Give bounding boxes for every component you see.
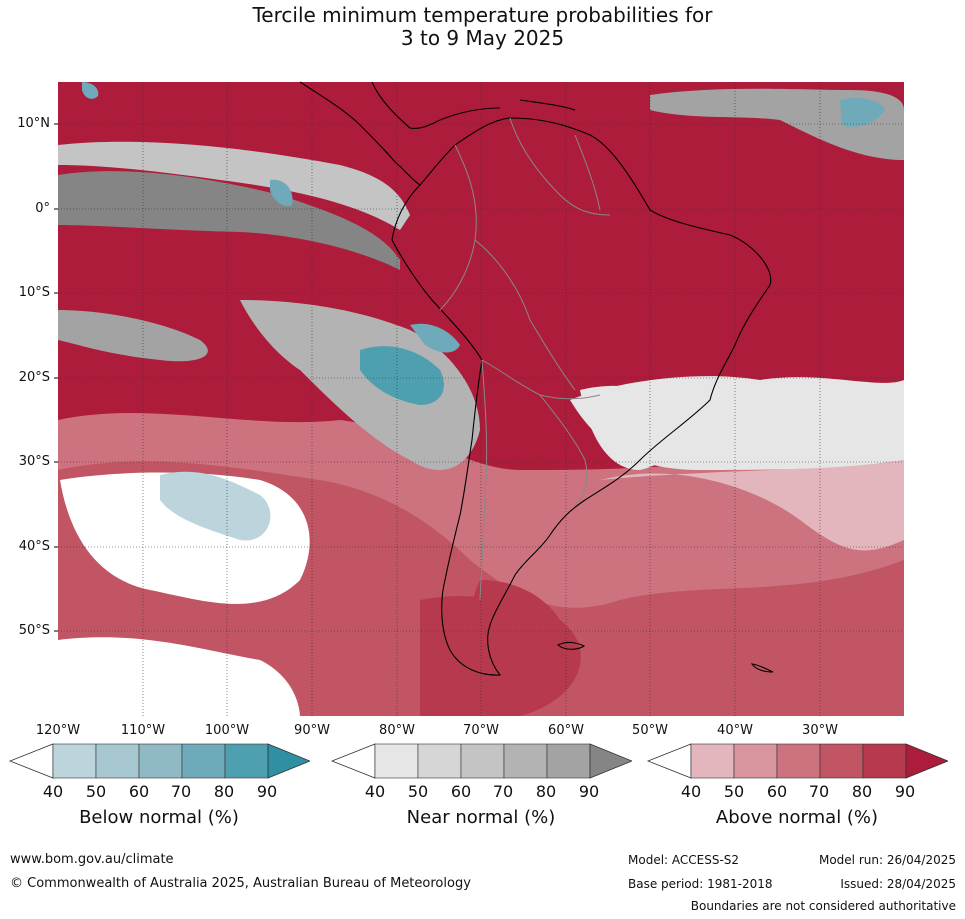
colorbar-below — [8, 743, 310, 779]
colorbar-tick: 50 — [85, 782, 107, 801]
title-line-1: Tercile minimum temperature probabilitie… — [252, 3, 713, 27]
colorbar-segment — [546, 743, 591, 779]
colorbar-segment — [52, 743, 97, 779]
colorbar-segment — [690, 743, 735, 779]
model-run-text: Model run: 26/04/2025 — [818, 853, 956, 867]
colorbar-tick: 80 — [213, 782, 235, 801]
colorbar-segment — [819, 743, 864, 779]
website-link[interactable]: www.bom.gov.au/climate — [10, 852, 174, 867]
colorbar-tick: 60 — [450, 782, 472, 801]
lat-label: 40°S — [18, 539, 50, 554]
coast-south-america — [391, 117, 772, 676]
title-line-2: 3 to 9 May 2025 — [400, 26, 565, 50]
colorbar-tick: 40 — [42, 782, 64, 801]
model-text: Model: ACCESS-S2 — [628, 853, 740, 867]
field-below-south — [160, 471, 271, 541]
lat-label: 50°S — [18, 623, 50, 638]
colorbar-segment — [862, 743, 907, 779]
lon-label: 100°W — [204, 723, 250, 738]
colorbar-tick: 40 — [680, 782, 702, 801]
colorbar-tick: 70 — [170, 782, 192, 801]
colorbar-tick: 60 — [128, 782, 150, 801]
colorbar-tick: 70 — [808, 782, 830, 801]
lon-label: 90°W — [294, 723, 330, 738]
lon-label: 40°W — [717, 723, 753, 738]
lat-ticks — [54, 123, 58, 632]
field-near-brazil — [580, 385, 693, 470]
colorbar-segment — [503, 743, 548, 779]
field-below-topleft — [82, 82, 99, 99]
colorbar-tick: 80 — [851, 782, 873, 801]
disclaimer-text: Boundaries are not considered authoritat… — [690, 899, 956, 913]
colorbar-segment — [417, 743, 462, 779]
map-field — [58, 82, 904, 716]
colorbar-above — [646, 743, 948, 779]
field-below-peru — [410, 323, 460, 353]
colorbar-segment — [138, 743, 183, 779]
coast-falklands — [557, 641, 586, 650]
colorbar-segment — [776, 743, 821, 779]
colorbar-tick: 90 — [894, 782, 916, 801]
colorbar-segment — [460, 743, 505, 779]
colorbar-max-extend — [267, 743, 310, 779]
probability-map — [54, 81, 904, 716]
lat-label: 10°S — [18, 285, 50, 300]
colorbar-tick: 80 — [535, 782, 557, 801]
field-near-band-equator — [58, 171, 400, 270]
map-title: Tercile minimum temperature probabilitie… — [0, 4, 965, 50]
colorbar-min-extend — [8, 743, 54, 779]
colorbar-tick: 50 — [407, 782, 429, 801]
coastlines — [299, 81, 774, 676]
graticule — [58, 82, 904, 716]
lon-label: 70°W — [463, 723, 499, 738]
colorbar-segment — [733, 743, 778, 779]
colorbar-below-label: Below normal (%) — [79, 807, 239, 828]
colorbar-min-extend — [330, 743, 376, 779]
colorbar-tick: 90 — [256, 782, 278, 801]
colorbar-tick: 70 — [492, 782, 514, 801]
coast-caribbean — [439, 99, 576, 121]
field-near-andes — [240, 300, 480, 470]
lon-label: 110°W — [120, 723, 166, 738]
field-bottom-white — [58, 637, 300, 716]
colorbar-min-extend — [646, 743, 692, 779]
colorbar-segment — [224, 743, 269, 779]
colorbar-segment — [181, 743, 226, 779]
field-below-atlantic — [840, 98, 885, 127]
colorbar-segment — [374, 743, 419, 779]
colorbar-above-label: Above normal (%) — [715, 807, 879, 828]
country-borders — [439, 117, 611, 601]
colorbar-near — [330, 743, 632, 779]
field-south-dark — [471, 580, 570, 674]
colorbar-tick: 60 — [766, 782, 788, 801]
field-near-west — [58, 310, 208, 362]
field-near-band-north — [58, 141, 410, 230]
colorbar-tick: 90 — [578, 782, 600, 801]
lon-label: 60°W — [548, 723, 584, 738]
coast-south-georgia — [750, 663, 774, 673]
colorbar-tick: 50 — [723, 782, 745, 801]
lon-label: 120°W — [35, 723, 81, 738]
lat-label: 10°N — [17, 116, 50, 131]
colorbar-tick: 40 — [364, 782, 386, 801]
colorbar-near-label: Near normal (%) — [406, 807, 556, 828]
field-near-northeast — [650, 88, 904, 160]
lon-label: 30°W — [802, 723, 838, 738]
base-period-text: Base period: 1981-2018 — [628, 877, 773, 891]
colorbar-max-extend — [589, 743, 632, 779]
copyright-text: © Commonwealth of Australia 2025, Austra… — [10, 876, 471, 891]
field-south-white-2 — [600, 460, 904, 551]
lat-label: 0° — [35, 201, 50, 216]
lon-label: 80°W — [379, 723, 415, 738]
issued-text: Issued: 28/04/2025 — [840, 877, 956, 891]
coast-central-america — [299, 81, 441, 186]
colorbar-segment — [95, 743, 140, 779]
lat-label: 20°S — [18, 370, 50, 385]
lat-label: 30°S — [18, 454, 50, 469]
field-below-pacific — [270, 179, 293, 207]
lon-label: 50°W — [632, 723, 668, 738]
field-below-altiplano — [360, 346, 444, 405]
colorbar-max-extend — [905, 743, 948, 779]
